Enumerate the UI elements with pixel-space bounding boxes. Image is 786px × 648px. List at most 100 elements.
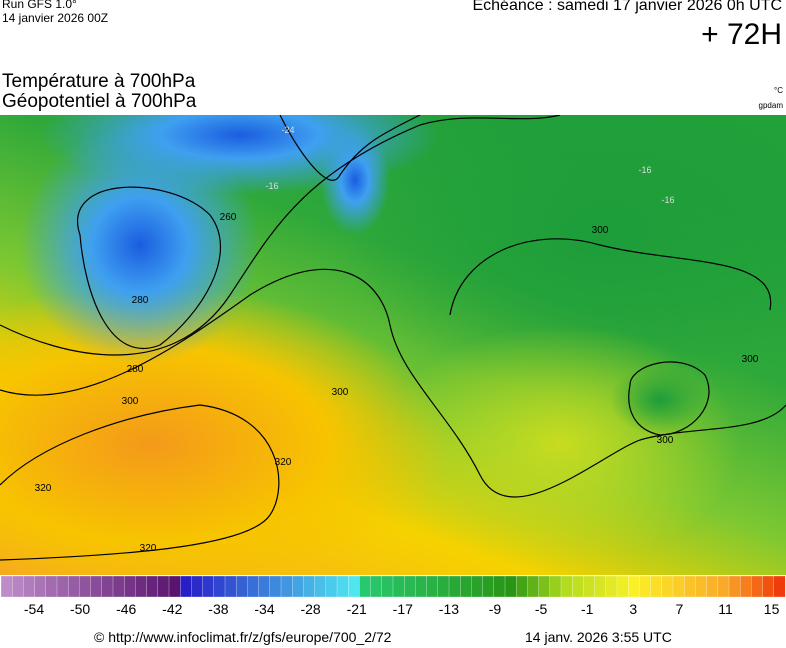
color-swatch [549, 576, 562, 598]
color-swatch [236, 576, 248, 598]
lead-time: + 72H [701, 18, 782, 51]
color-swatch [415, 576, 428, 598]
field [610, 365, 710, 435]
color-swatch [639, 576, 652, 598]
unit: gpdam [758, 101, 783, 110]
run-date: 14 janvier 2026 00Z [2, 11, 109, 25]
color-swatch [460, 576, 472, 598]
color-swatch [527, 576, 540, 598]
color-swatch [381, 576, 394, 598]
color-swatch [448, 576, 461, 598]
color-swatch [650, 576, 663, 598]
color-swatch [336, 576, 349, 598]
map: 260 280 280 300 300 300 300 300 320 320 320 -24 -16 -… [0, 115, 786, 575]
contour-label: 300 [742, 354, 759, 365]
color-swatch [213, 576, 226, 598]
color-swatch [717, 576, 730, 598]
color-swatch [773, 576, 786, 598]
color-swatch [695, 576, 708, 598]
isotherm-label: -16 [661, 195, 674, 205]
color-swatch [628, 576, 640, 598]
color-swatch [605, 576, 618, 598]
contour-label: 280 [127, 364, 144, 375]
color-swatch [325, 576, 338, 598]
contour-label: 300 [332, 387, 349, 398]
color-swatch [34, 576, 47, 598]
color-swatch [0, 576, 13, 598]
color-swatch [12, 576, 24, 598]
color-swatch [124, 576, 136, 598]
color-swatch [56, 576, 69, 598]
colorbar-label: -28 [300, 601, 320, 617]
color-swatch [426, 576, 439, 598]
color-swatch [314, 576, 327, 598]
run-label: Run GFS 1.0° [2, 0, 77, 11]
color-swatch [135, 576, 148, 598]
color-swatch [101, 576, 114, 598]
contour-label: 300 [122, 396, 139, 407]
color-swatch [661, 576, 674, 598]
color-swatch [90, 576, 103, 598]
contour-label: 260 [220, 212, 237, 223]
colorbar-label: -50 [70, 601, 90, 617]
color-swatch [157, 576, 170, 598]
colorbar-label: -17 [393, 601, 413, 617]
isotherm-label: -24 [281, 125, 294, 135]
isotherm-label: -16 [638, 165, 651, 175]
color-swatch [740, 576, 752, 598]
color-swatch [583, 576, 596, 598]
colorbar-label: 3 [629, 601, 637, 617]
color-swatch [728, 576, 741, 598]
color-swatch [504, 576, 517, 598]
color-swatch [594, 576, 607, 598]
color-swatch [280, 576, 293, 598]
color-swatch [516, 576, 528, 598]
color-swatch [482, 576, 495, 598]
color-swatch [616, 576, 629, 598]
isotherm-label: -16 [265, 181, 278, 191]
color-swatch [392, 576, 405, 598]
color-swatch [168, 576, 181, 598]
colorbar-label: -54 [24, 601, 44, 617]
source: © http://www.infoclimat.fr/z/gfs/europe/… [94, 629, 392, 645]
colorbar-label: -9 [489, 601, 502, 617]
color-swatch [404, 576, 416, 598]
contour-label: 280 [132, 295, 149, 306]
color-swatch [303, 576, 316, 598]
color-swatch [191, 576, 204, 598]
color-swatch [258, 576, 271, 598]
title: Géopotentiel à 700hPa [2, 91, 197, 112]
color-swatch [247, 576, 260, 598]
color-swatch [348, 576, 360, 598]
timestamp: 14 janv. 2026 3:55 UTC [525, 629, 672, 645]
colorbar-label: -42 [162, 601, 182, 617]
color-swatch [23, 576, 36, 598]
color-swatch [471, 576, 484, 598]
colorbar-label: -1 [581, 601, 594, 617]
color-swatch [370, 576, 383, 598]
colorbar-label: 7 [676, 601, 684, 617]
field [340, 115, 786, 395]
colorbar-label: -13 [439, 601, 459, 617]
color-swatch [672, 576, 685, 598]
color-swatch [572, 576, 584, 598]
color-swatch [684, 576, 696, 598]
contour-label: 320 [35, 483, 52, 494]
colorbar: -54 -50 -46 -42 -38 -34 -28 -21 -17 -13 -9 -5 -1 3 7 11… [0, 576, 786, 617]
colorbar-label: -34 [254, 601, 274, 617]
title: Température à 700hPa [2, 71, 196, 92]
color-swatch [68, 576, 80, 598]
colorbar-label: 11 [718, 601, 733, 617]
color-swatch [202, 576, 215, 598]
contour-label: 300 [657, 435, 674, 446]
echeance: Echéance : samedi 17 janvier 2026 0h UTC [472, 0, 782, 14]
color-swatch [146, 576, 159, 598]
colorbar-label: -38 [208, 601, 228, 617]
color-swatch [751, 576, 764, 598]
contour-label: 300 [592, 225, 609, 236]
colorbar-label: -5 [535, 601, 548, 617]
colorbar-label: -46 [116, 601, 136, 617]
color-swatch [706, 576, 719, 598]
color-swatch [359, 576, 372, 598]
unit: °C [774, 86, 783, 95]
